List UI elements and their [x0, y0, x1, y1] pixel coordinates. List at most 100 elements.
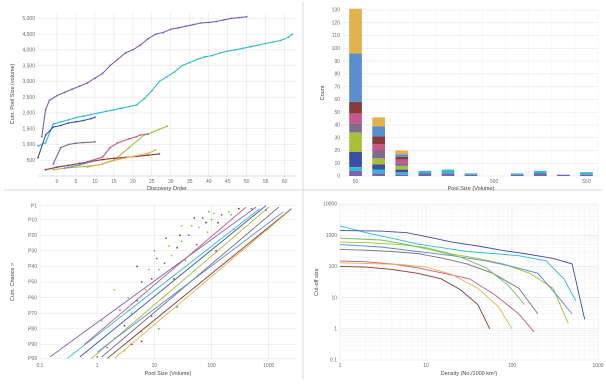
data-point — [158, 128, 161, 131]
x-axis-label: Pool Size (Volume) — [145, 371, 192, 377]
data-point — [198, 226, 200, 229]
data-point — [86, 166, 89, 169]
data-point — [44, 134, 47, 136]
data-point — [154, 33, 157, 35]
data-point — [44, 142, 47, 144]
data-point — [153, 249, 156, 252]
bar-segment — [510, 173, 524, 175]
data-point — [169, 28, 172, 31]
data-point — [207, 21, 210, 24]
data-point — [143, 97, 146, 100]
data-point — [217, 221, 220, 224]
data-point — [67, 119, 70, 121]
bar-segment — [395, 169, 409, 173]
fit-line — [91, 206, 270, 359]
y-tick-label: 500 — [27, 158, 36, 164]
data-point — [150, 89, 153, 92]
data-point — [147, 268, 150, 271]
x-tick-label: 1 — [339, 363, 342, 369]
data-point — [120, 107, 123, 110]
y-tick-label: 3,500 — [22, 63, 35, 69]
data-point — [249, 45, 252, 48]
data-point — [173, 71, 176, 73]
series-line — [339, 262, 513, 330]
x-axis-label: Density (No./1000 km²) — [441, 371, 498, 377]
data-point — [59, 124, 62, 127]
data-point — [109, 64, 111, 67]
data-point — [106, 346, 109, 349]
x-tick-label: 40 — [206, 179, 212, 185]
data-point — [75, 142, 77, 145]
y-tick-label: 1 — [334, 327, 337, 333]
data-point — [166, 75, 168, 78]
fit-line — [67, 208, 261, 359]
y-tick-label: P50 — [28, 280, 37, 286]
data-point — [206, 231, 209, 234]
data-point — [128, 137, 131, 140]
y-tick-label: 50 — [334, 110, 340, 116]
data-point — [279, 39, 282, 42]
x-tick-label: 550 — [582, 179, 591, 185]
data-point — [140, 331, 143, 333]
data-point — [144, 288, 147, 291]
data-point — [210, 218, 213, 221]
bar-segment — [395, 156, 409, 160]
data-point — [78, 162, 81, 165]
bar-segment — [395, 150, 409, 155]
data-point — [52, 126, 55, 128]
data-point — [147, 37, 149, 40]
data-point — [82, 115, 85, 117]
data-point — [180, 224, 183, 227]
data-point — [109, 146, 111, 149]
x-axis-label: Pool Size (Volume) — [448, 186, 495, 192]
data-point — [170, 254, 173, 257]
data-point — [179, 234, 181, 237]
fit-line — [79, 205, 267, 358]
data-point — [136, 265, 139, 268]
data-point — [215, 249, 218, 252]
data-point — [52, 123, 55, 125]
data-point — [161, 296, 164, 299]
series-line — [339, 225, 577, 301]
y-tick-label: 100 — [329, 264, 338, 270]
data-point — [90, 113, 92, 116]
data-point — [190, 224, 193, 227]
x-tick-label: 60 — [282, 179, 288, 185]
bar-segment — [580, 172, 593, 175]
data-point — [52, 163, 55, 165]
y-tick-label: 60 — [334, 97, 340, 103]
data-point — [63, 91, 66, 94]
y-tick-label: 20 — [334, 148, 340, 154]
data-point — [184, 259, 187, 262]
data-point — [264, 42, 267, 45]
bar-segment — [349, 53, 362, 102]
x-tick-label: 20 — [130, 179, 136, 185]
bar-segment — [349, 101, 362, 114]
x-tick-label: 1000 — [592, 363, 603, 369]
y-axis-label: Cum. Pool Size (volume) — [10, 63, 16, 124]
data-point — [158, 80, 161, 83]
y-tick-label: P70 — [28, 311, 37, 317]
data-point — [154, 149, 157, 152]
bar-segment — [349, 151, 362, 167]
data-point — [86, 161, 89, 164]
data-point — [82, 141, 85, 144]
data-point — [67, 143, 70, 146]
data-point — [192, 23, 195, 26]
data-point — [265, 209, 267, 212]
series-line — [339, 260, 535, 333]
data-point — [90, 117, 92, 120]
data-point — [124, 52, 127, 54]
x-tick-label: 100 — [207, 363, 216, 369]
data-point — [177, 26, 180, 29]
data-point — [165, 237, 167, 240]
y-tick-label: 3,000 — [22, 79, 35, 85]
data-point — [181, 64, 184, 67]
data-point — [162, 31, 165, 34]
data-point — [140, 340, 143, 343]
y-tick-label: P60 — [28, 295, 37, 301]
bar-segment — [349, 170, 362, 176]
data-point — [96, 356, 99, 358]
